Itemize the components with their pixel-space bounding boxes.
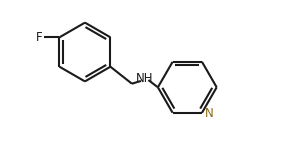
- Text: F: F: [36, 31, 43, 44]
- Text: NH: NH: [135, 72, 153, 85]
- Text: N: N: [205, 107, 213, 120]
